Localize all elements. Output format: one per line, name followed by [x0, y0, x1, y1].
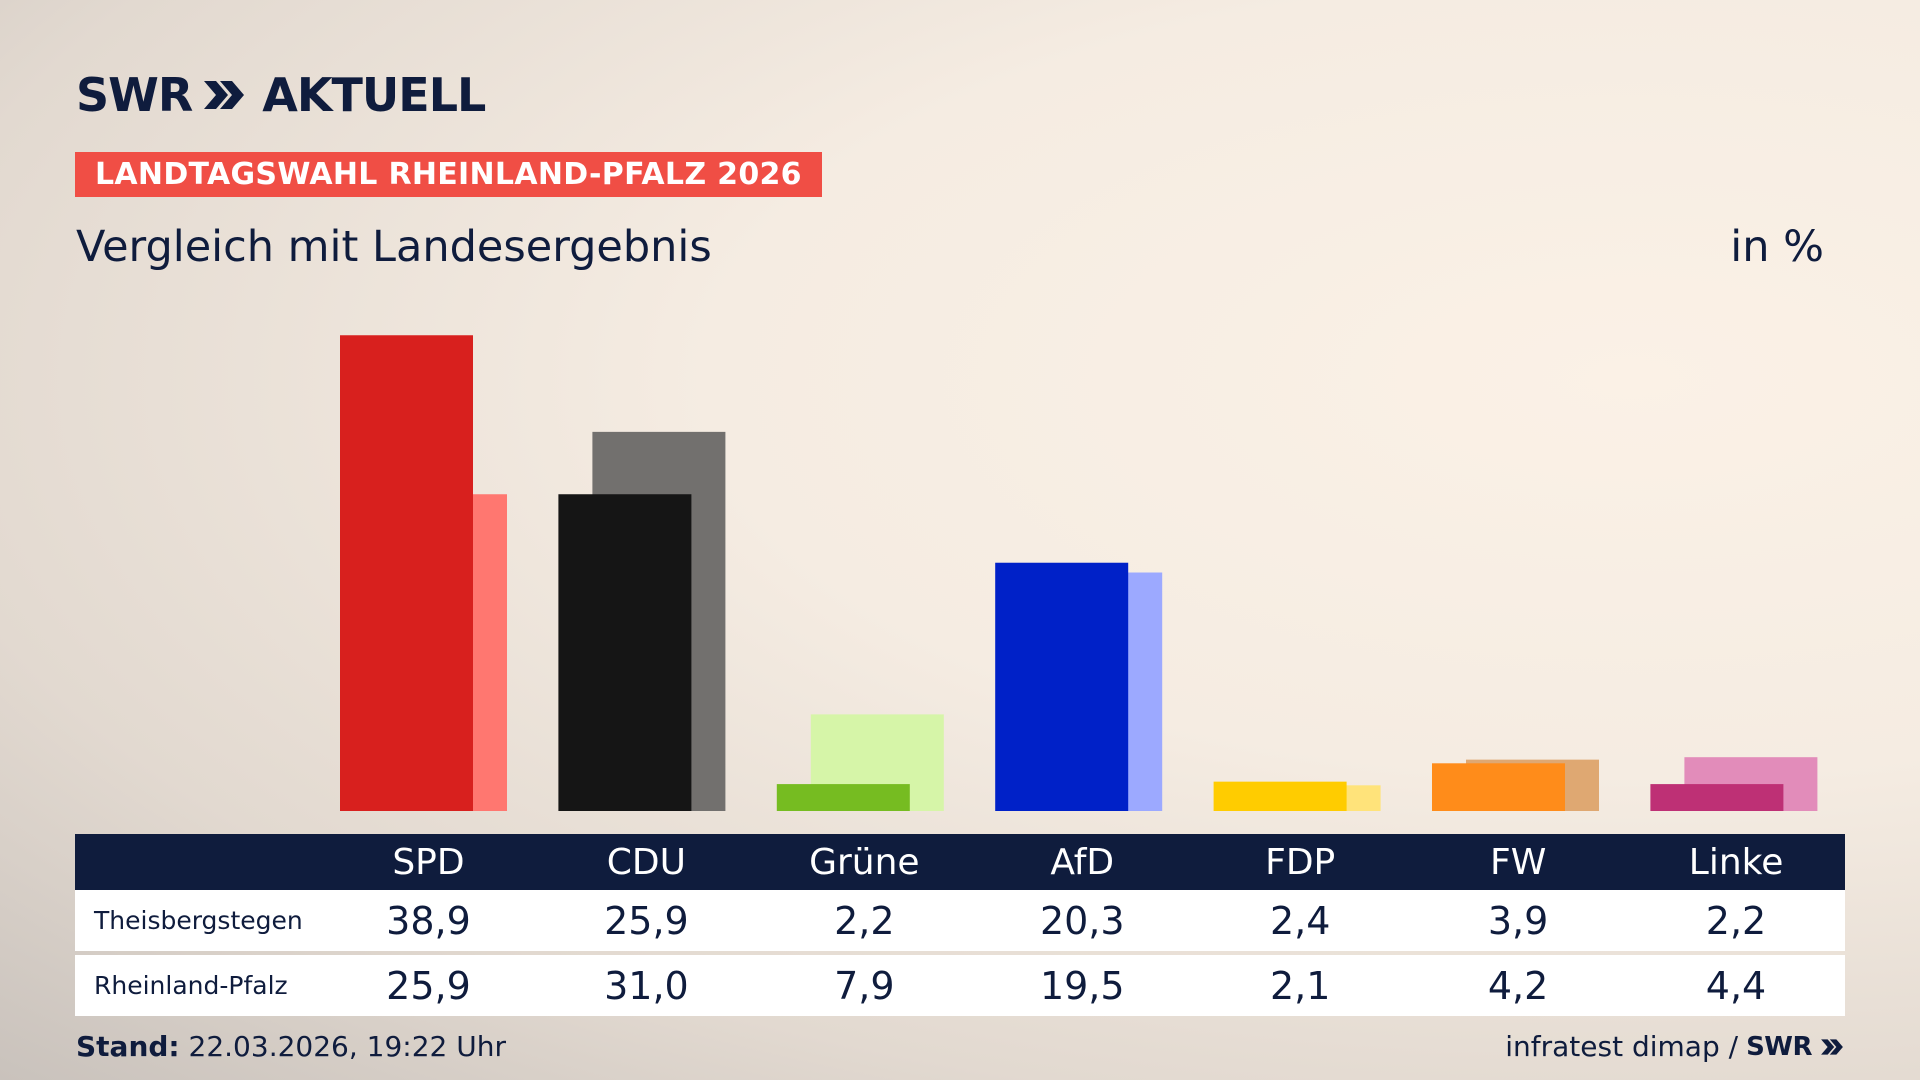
bar-local-cdu	[558, 494, 692, 811]
header-party-linke: Linke	[1688, 841, 1784, 883]
value-state-spd: 25,9	[386, 963, 471, 1008]
chart-subtitle: Vergleich mit Landesergebnis	[76, 222, 712, 272]
value-state-fdp: 2,1	[1269, 963, 1331, 1008]
value-local-linke: 2,2	[1705, 898, 1767, 943]
value-local-gruene: 2,2	[834, 898, 895, 943]
double-chevron-icon	[204, 81, 245, 109]
row-label-state: Rheinland-Pfalz	[94, 971, 288, 1000]
bar-local-fw	[1432, 763, 1565, 811]
value-state-fw: 4,2	[1487, 963, 1549, 1008]
unit-label: in %	[1730, 222, 1824, 272]
header-party-spd: SPD	[392, 841, 465, 883]
election-badge: LANDTAGSWAHL RHEINLAND-PFALZ 2026	[75, 152, 822, 197]
table-header-row: SPD CDU Grüne AfD FDP FW Linke	[75, 834, 1845, 890]
logo-swr-text: SWR	[76, 68, 193, 122]
table-row-local: Theisbergstegen 38,9 25,9 2,2 20,3 2,4 3…	[75, 890, 1845, 951]
header-party-cdu: CDU	[606, 841, 686, 883]
results-table: SPD CDU Grüne AfD FDP FW Linke Theisberg…	[75, 834, 1845, 1016]
value-local-fdp: 2,4	[1269, 898, 1331, 943]
logo-title-text: AKTUELL	[262, 68, 486, 122]
bar-local-afd	[995, 562, 1129, 811]
value-state-afd: 19,5	[1039, 963, 1125, 1008]
table-row-state: Rheinland-Pfalz 25,9 31,0 7,9 19,5 2,1 4…	[75, 955, 1845, 1016]
timestamp-value: 22.03.2026, 19:22 Uhr	[188, 1030, 506, 1063]
value-local-spd: 38,9	[386, 898, 471, 943]
source-logo-text: SWR	[1746, 1031, 1812, 1062]
double-chevron-icon-small	[1821, 1038, 1843, 1055]
bar-local-spd	[340, 335, 473, 811]
header-party-afd: AfD	[1050, 841, 1115, 883]
source-text: infratest dimap /	[1505, 1030, 1739, 1063]
value-local-fw: 3,9	[1487, 898, 1549, 943]
row-label-local: Theisbergstegen	[94, 906, 303, 935]
bar-chart	[340, 335, 1818, 811]
value-local-afd: 20,3	[1039, 898, 1125, 943]
value-state-linke: 4,4	[1705, 963, 1767, 1008]
header-party-fdp: FDP	[1265, 841, 1336, 883]
header-party-fw: FW	[1489, 841, 1547, 883]
bar-local-gruene	[776, 784, 910, 811]
source-credit: infratest dimap / SWR	[1505, 1030, 1844, 1063]
bar-local-fdp	[1213, 781, 1347, 811]
swr-aktuell-logo: SWR AKTUELL	[76, 68, 486, 122]
value-local-cdu: 25,9	[604, 898, 689, 943]
timestamp: Stand: 22.03.2026, 19:22 Uhr	[76, 1030, 506, 1063]
value-state-cdu: 31,0	[604, 963, 689, 1008]
value-state-gruene: 7,9	[834, 963, 895, 1008]
header-party-gruene: Grüne	[809, 841, 920, 883]
bar-local-linke	[1650, 784, 1784, 811]
timestamp-label: Stand:	[76, 1030, 180, 1063]
